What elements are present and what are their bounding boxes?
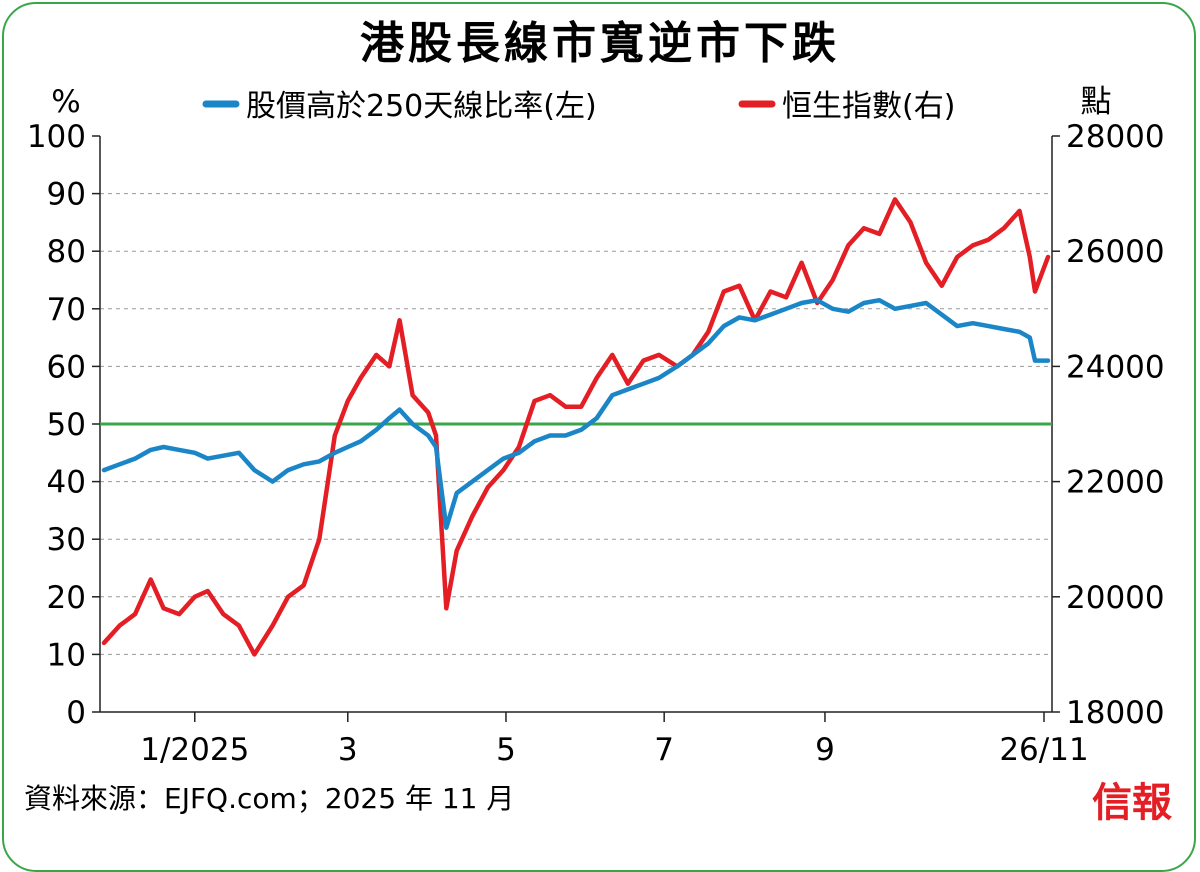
x-tick-label: 1/2025 (140, 732, 249, 768)
right-tick-label: 28000 (1066, 119, 1165, 155)
x-axis: 1/2025 3 5 7 9 26/11 (100, 711, 1089, 768)
brand-logo: 信報 (1092, 779, 1172, 826)
left-tick-label: 80 (47, 234, 86, 270)
right-axis-unit: 點 (1081, 84, 1112, 120)
right-tick-label: 24000 (1066, 349, 1165, 385)
left-tick-label: 0 (66, 695, 86, 731)
x-tick-label: 5 (496, 732, 516, 768)
legend: 股價高於250天線比率(左) 恒生指數(右) (202, 89, 955, 124)
right-tick-label: 26000 (1066, 234, 1165, 270)
left-tick-label: 60 (47, 349, 86, 385)
chart-title: 港股長線市寬逆市下跌 (360, 18, 840, 69)
x-tick-label: 7 (654, 732, 674, 768)
series-lines (100, 197, 1052, 657)
left-tick-label: 20 (47, 580, 86, 616)
left-tick-label: 50 (47, 407, 86, 443)
right-tick-label: 20000 (1066, 580, 1165, 616)
series-line-hsi (101, 197, 1051, 657)
right-tick-label: 18000 (1066, 695, 1165, 731)
left-tick-label: 100 (27, 119, 86, 155)
left-tick-label: 70 (47, 292, 86, 328)
left-tick-label: 40 (47, 465, 86, 501)
legend-label-hsi: 恒生指數(右) (782, 89, 955, 124)
right-axis: 28000 26000 24000 22000 20000 18000 (1051, 119, 1165, 731)
left-tick-label: 30 (47, 522, 86, 558)
x-tick-label: 9 (815, 732, 835, 768)
right-tick-label: 22000 (1066, 465, 1165, 501)
source-note: 資料來源：EJFQ.com；2025 年 11 月 (24, 782, 514, 815)
left-tick-label: 90 (47, 177, 86, 213)
left-axis-unit: % (51, 84, 80, 120)
series-line-breadth (101, 297, 1051, 530)
x-tick-label: 3 (338, 732, 358, 768)
left-tick-label: 10 (47, 637, 86, 673)
chart-canvas: 港股長線市寬逆市下跌 股價高於250天線比率(左) 恒生指數(右) % 點 10… (24, 18, 1172, 826)
legend-label-breadth: 股價高於250天線比率(左) (246, 89, 597, 124)
x-tick-label: 26/11 (999, 732, 1088, 768)
